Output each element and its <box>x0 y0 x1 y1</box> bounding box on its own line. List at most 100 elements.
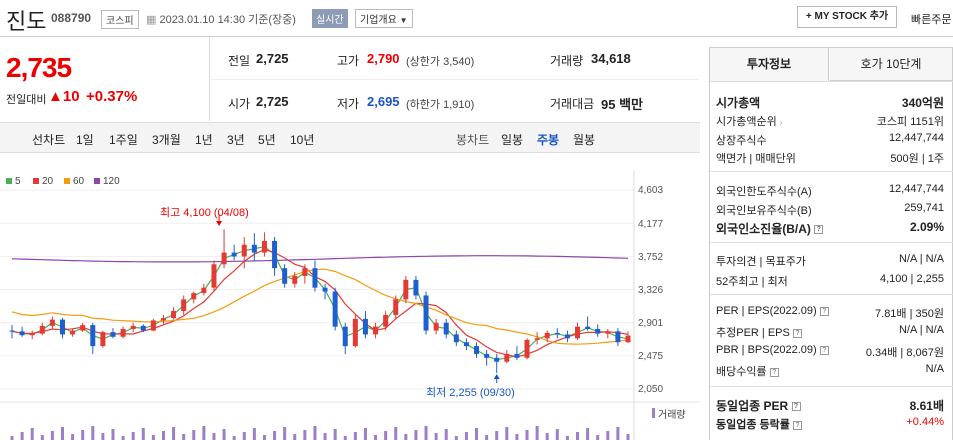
tab-period-1y[interactable]: 1년 <box>195 133 213 147</box>
candle-body <box>474 346 480 354</box>
volume-bar <box>313 426 317 440</box>
volume-bar <box>404 434 408 440</box>
my-stock-add-button[interactable]: + MY STOCK 추가 <box>797 6 897 28</box>
tab-candle-weekly[interactable]: 주봉 <box>537 133 560 147</box>
help-icon[interactable]: ? <box>819 345 829 355</box>
tab-period-1d[interactable]: 1일 <box>76 133 94 147</box>
candle-body <box>595 328 601 334</box>
help-icon[interactable]: ? <box>814 225 824 235</box>
row-value: 2.09% <box>909 220 944 234</box>
candle-body <box>100 332 106 347</box>
dividend-yield-row: 배당수익률 ? N/A <box>716 363 944 379</box>
chart-tab-bar <box>0 122 700 153</box>
candle-body <box>90 325 96 347</box>
par-value-row: 액면가 | 매매단위 500원 | 1주 <box>716 150 944 166</box>
candle-body <box>413 279 419 296</box>
row-value: 4,100 | 2,255 <box>879 273 944 285</box>
per-eps-row: PER | EPS(2022.09) ? 7.81배 | 350원 <box>716 305 944 320</box>
help-icon[interactable]: ? <box>819 306 829 316</box>
row-value: N/A | N/A <box>898 324 944 336</box>
candle-body <box>80 325 86 331</box>
volume-bar <box>626 434 630 440</box>
candle-body <box>514 353 520 358</box>
row-value: 500원 | 1주 <box>890 153 944 165</box>
volume-bar <box>535 426 539 440</box>
help-icon[interactable]: ? <box>792 420 802 430</box>
candle-body <box>524 339 530 358</box>
candle-body <box>231 252 237 257</box>
volume-bar <box>464 432 468 440</box>
legend-ma20: 20 <box>33 176 53 187</box>
volume-bar <box>242 432 246 440</box>
current-price: 2,735 <box>6 52 72 83</box>
price-chart[interactable] <box>0 170 700 440</box>
volume-bar <box>151 435 155 440</box>
volume-bar <box>363 428 367 440</box>
row-value: 12,447,744 <box>888 132 944 144</box>
legend-swatch <box>94 178 100 184</box>
candle-body <box>383 314 389 327</box>
week52-row: 52주최고 | 최저 4,100 | 2,255 <box>716 273 944 289</box>
volume-bar <box>283 427 287 440</box>
volume-bar <box>505 427 509 440</box>
amount-label: 거래대금 <box>550 97 595 111</box>
tab-investment-info[interactable]: 투자정보 <box>710 48 829 81</box>
legend-label: 60 <box>73 176 85 187</box>
candle-body <box>181 299 187 312</box>
tab-period-1w[interactable]: 1주일 <box>109 133 138 147</box>
volume-bar <box>323 433 327 440</box>
tab-candle-daily[interactable]: 일봉 <box>501 133 524 147</box>
volume-bar <box>555 429 559 440</box>
tab-candle-monthly[interactable]: 월봉 <box>573 133 596 147</box>
lower-limit: (하한가 1,910) <box>406 99 475 111</box>
row-label: PBR | BPS(2022.09) <box>716 344 817 356</box>
tab-period-3y[interactable]: 3년 <box>227 133 245 147</box>
row-value: 340억원 <box>901 96 944 110</box>
help-icon[interactable]: ? <box>769 367 779 377</box>
row-label: 외국인한도주식수(A) <box>716 186 812 198</box>
tab-order-book[interactable]: 호가 10단계 <box>830 48 952 81</box>
legend-ma120: 120 <box>94 176 120 187</box>
volume-bar <box>616 427 620 440</box>
volume-bar <box>353 432 357 440</box>
industry-per-row: 동일업종 PER ? 8.61배 <box>716 397 944 414</box>
volume-bar <box>596 435 600 440</box>
tab-period-5y[interactable]: 5년 <box>258 133 276 147</box>
candle-body <box>504 353 510 362</box>
realtime-button[interactable]: 실시간 <box>312 9 348 28</box>
candle-body <box>494 357 500 362</box>
volume-bar <box>333 429 337 440</box>
quick-order-link[interactable]: 빠른주문 <box>911 14 952 26</box>
row-label: 시가총액 <box>716 96 761 110</box>
candle-body <box>201 287 207 294</box>
row-label: 시가총액순위 <box>716 116 777 128</box>
volume-bar <box>485 435 489 440</box>
help-icon[interactable]: ? <box>792 328 802 338</box>
volume-bar <box>424 426 428 440</box>
volume-legend-label: 거래량 <box>658 410 686 421</box>
volume-bar <box>81 430 85 440</box>
volume-bar <box>30 428 34 440</box>
market-cap-row: 시가총액 340억원 <box>716 94 944 111</box>
candle-body <box>150 320 156 331</box>
volume-bar <box>222 429 226 440</box>
info-icon[interactable]: › <box>779 118 783 127</box>
tab-period-10y[interactable]: 10년 <box>290 133 315 147</box>
volume-bar <box>303 430 307 440</box>
candle-body <box>484 353 490 358</box>
candle-body <box>140 325 146 331</box>
corp-overview-dropdown[interactable]: 기업개요 ▼ <box>355 9 413 28</box>
tab-period-3m[interactable]: 3개월 <box>152 133 181 147</box>
candle-body <box>292 275 298 284</box>
candle-body <box>211 264 217 288</box>
row-label: 배당수익률 <box>716 366 767 378</box>
volume-bar <box>495 431 499 440</box>
candle-body <box>605 331 611 334</box>
datetime-text: 2023.01.10 14:30 기준(장중) <box>159 14 296 26</box>
candle-body <box>443 322 449 335</box>
volume-bar <box>565 436 569 440</box>
candle-body <box>403 279 409 300</box>
legend-swatch <box>6 178 12 184</box>
help-icon[interactable]: ? <box>791 402 801 412</box>
candle-body <box>70 330 76 335</box>
